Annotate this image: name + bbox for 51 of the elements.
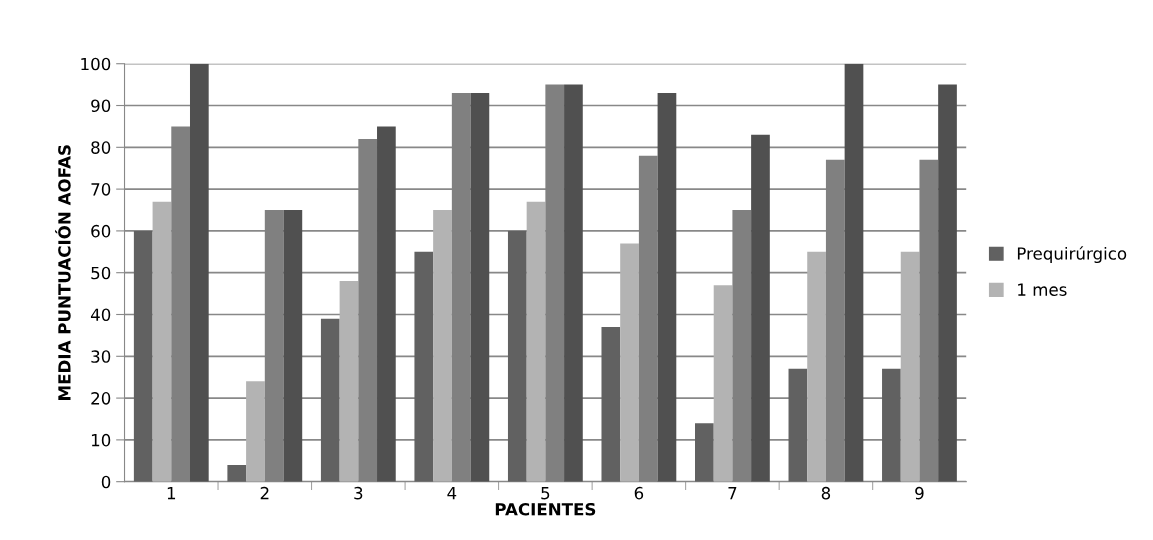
x-tick-label: 3 [354,486,363,500]
x-tick-label: 6 [634,486,644,500]
bar [526,201,546,482]
bar [433,210,452,482]
bar [507,230,527,482]
y-tick-label: 70 [91,183,111,196]
x-tick-label: 7 [728,487,737,500]
x-tick-label: 1 [167,487,176,500]
bar [133,230,153,482]
x-tick-label: 2 [260,486,269,500]
bar [246,381,265,482]
bar [470,92,490,482]
legend-label: Prequirúrgico [1017,246,1127,264]
bar [601,327,621,482]
bar [189,63,209,482]
bar [564,84,583,482]
bar [283,210,303,482]
x-tick-label: 4 [447,487,457,500]
bar [152,201,172,482]
y-tick-label: 20 [91,392,111,405]
y-tick-label: 60 [91,224,111,238]
y-tick-label: 10 [91,433,111,447]
x-tick-label: 5 [541,487,550,500]
y-tick-label: 90 [91,99,111,113]
bar [320,318,340,482]
bar [938,84,957,482]
x-tick-label: 9 [915,486,924,500]
bar [900,251,920,482]
bar [620,243,639,482]
y-tick-label: 100 [81,57,111,71]
x-axis-title: PACIENTES [495,502,596,516]
bar [807,251,826,482]
x-tick-label: 8 [821,486,831,500]
bar [788,368,808,482]
bar [751,134,770,482]
bar [339,281,359,482]
bar [695,423,714,482]
legend-label: 1 mes [1018,283,1067,296]
bar [657,92,677,482]
y-tick-label: 0 [101,475,111,489]
bar [713,285,733,482]
bar [227,464,247,482]
bar [844,63,864,482]
y-axis-title: MEDIA PUNTUACIÓN AOFAS [55,145,71,400]
bar [882,368,901,482]
y-tick-label: 80 [91,141,111,154]
bar [377,126,396,482]
y-tick-label: 30 [91,350,111,363]
y-tick-label: 40 [90,308,111,322]
bar [414,251,434,482]
y-tick-label: 50 [91,266,111,280]
